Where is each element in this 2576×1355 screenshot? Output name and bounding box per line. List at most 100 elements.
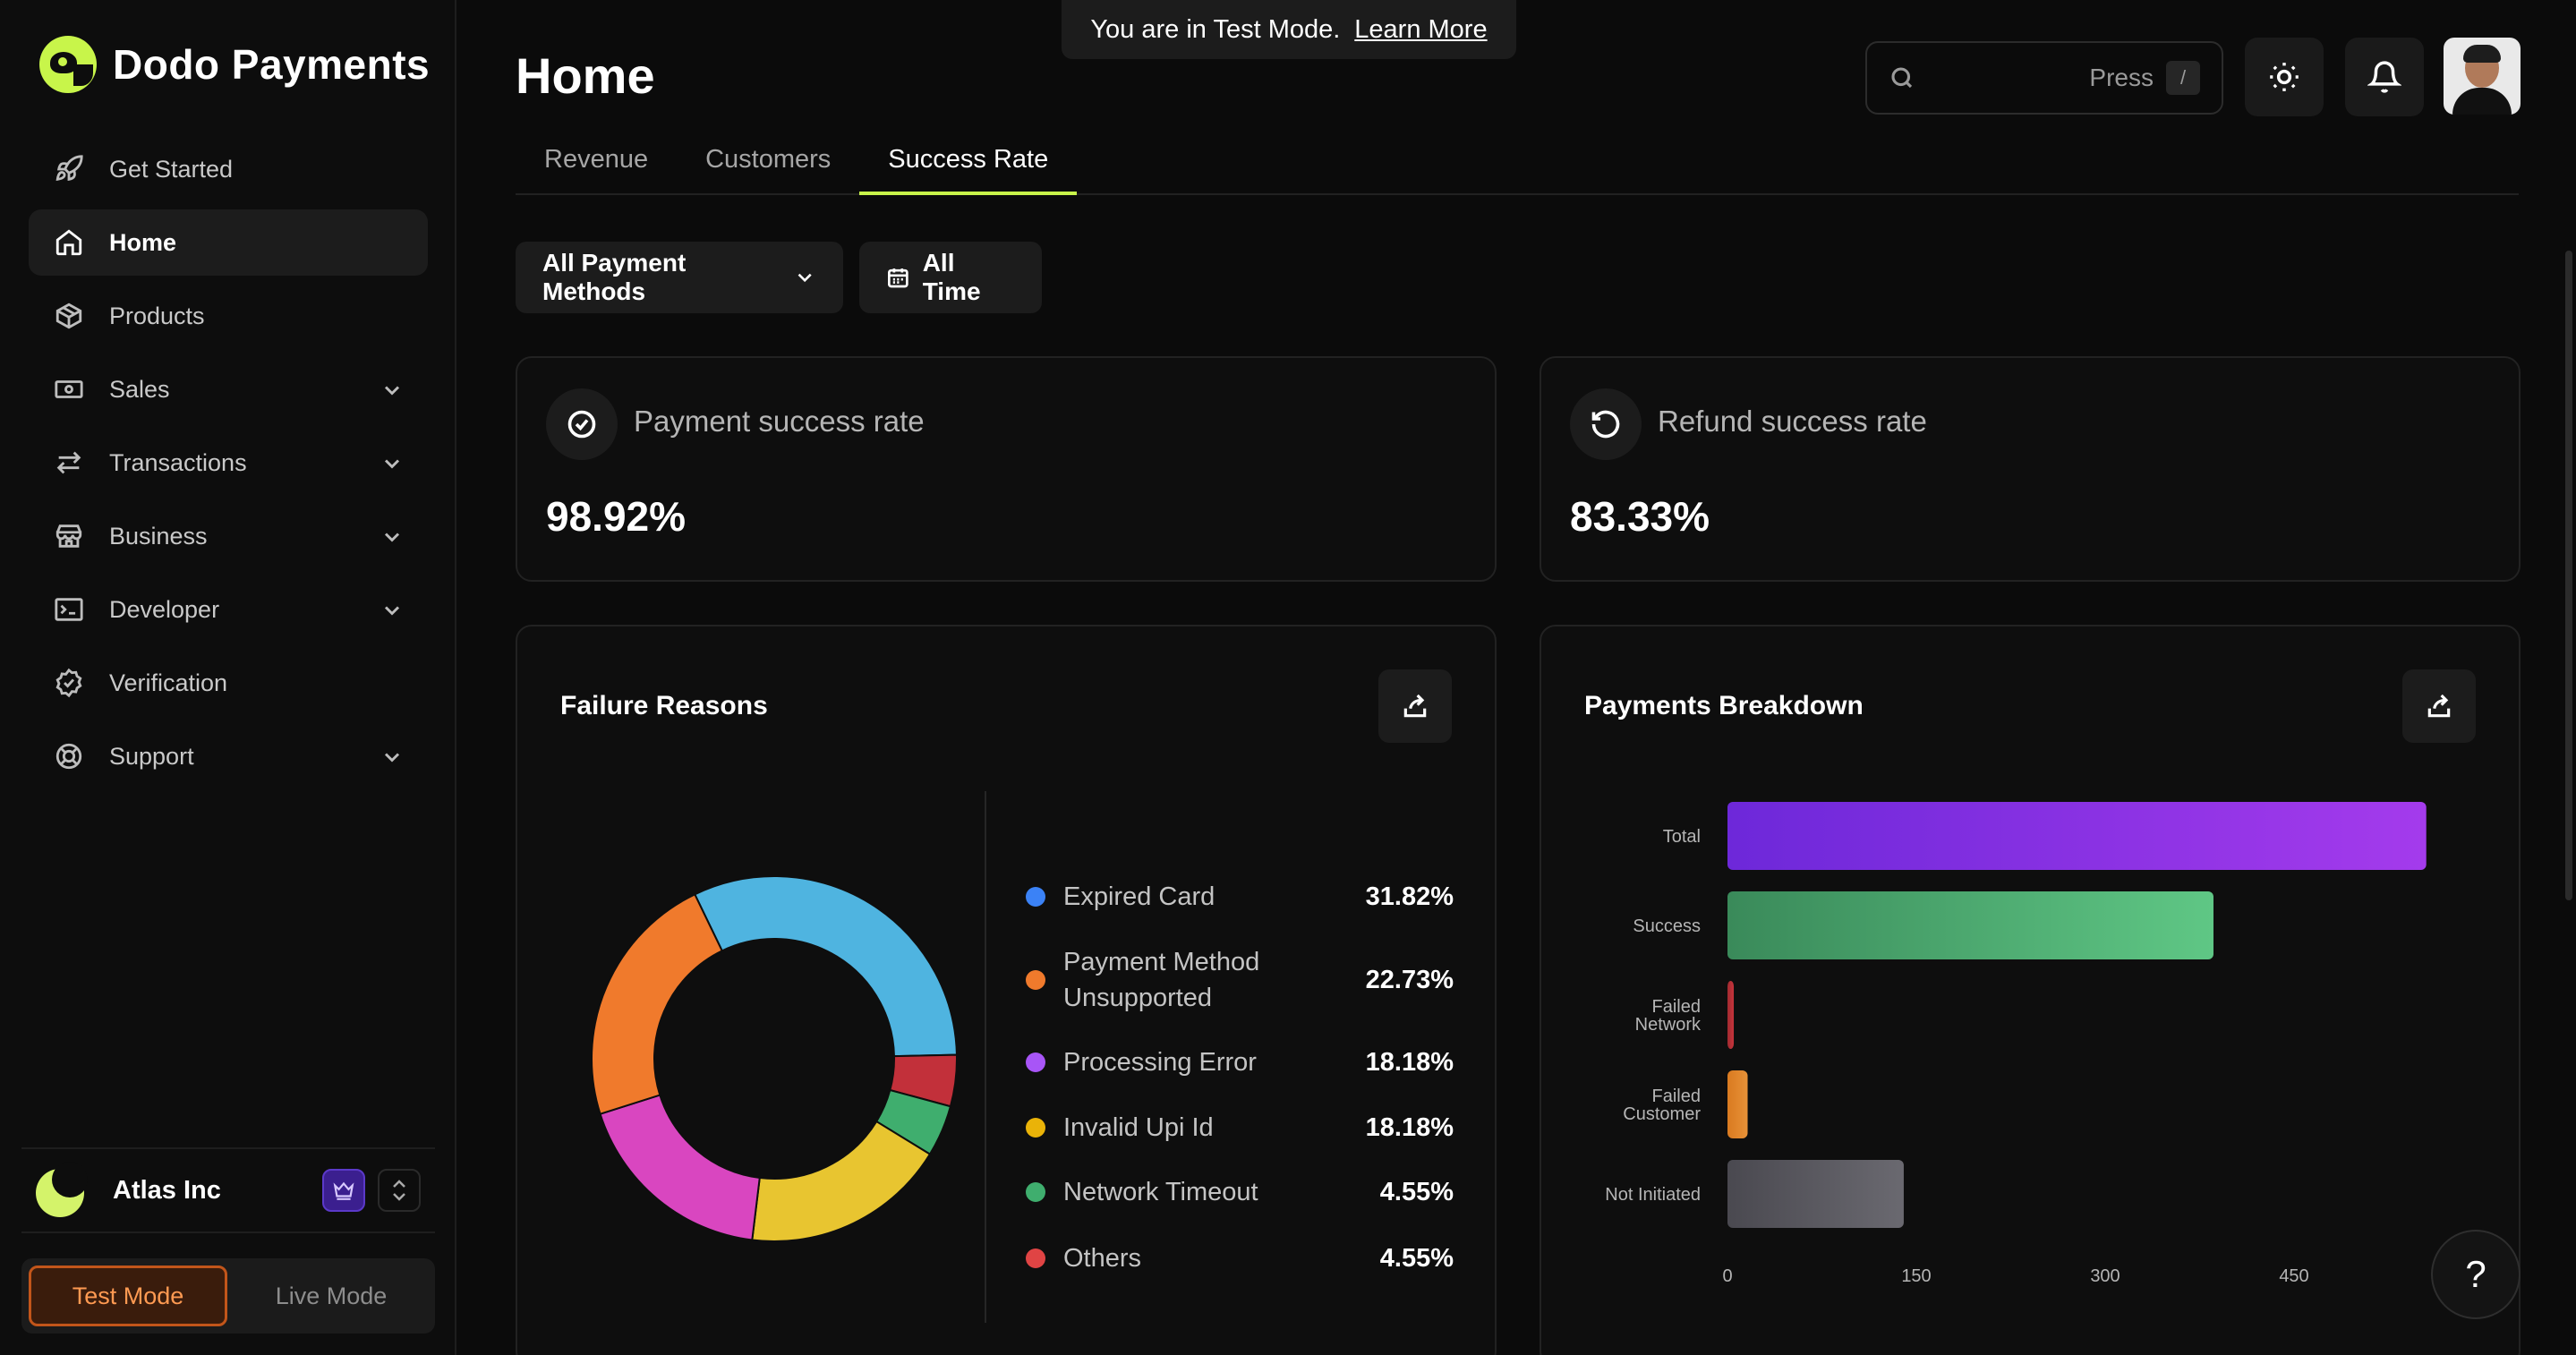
sidebar-item-products[interactable]: Products [29,283,428,349]
chevron-down-icon[interactable] [380,598,405,629]
date-range-label: All Time [922,249,981,305]
bar-total[interactable] [1727,802,2427,870]
donut-slice-processing-error[interactable] [599,1094,761,1241]
legend-item: Invalid Upi Id 18.18% [1026,1095,1454,1160]
chevron-down-icon[interactable] [380,451,405,482]
sidebar-item-developer[interactable]: Developer [29,576,428,643]
sidebar-item-label: Developer [109,595,220,623]
x-tick-label: 0 [1722,1266,1732,1286]
help-button[interactable]: ? [2431,1230,2521,1319]
stat-value: 83.33% [1570,493,1710,540]
sidebar-item-label: Get Started [109,155,234,183]
arrows-icon [52,446,86,480]
donut-slice-invalid-upi-id[interactable] [751,1120,932,1242]
bar-success[interactable] [1727,891,2213,959]
payment-methods-dropdown[interactable]: All Payment Methods [516,242,843,313]
card-title: Payments Breakdown [1584,691,1864,720]
stat-label: Refund success rate [1658,405,1927,438]
legend-divider [985,791,986,1323]
donut-slice-expired-card[interactable] [693,875,958,1058]
legend-value: 31.82% [1365,882,1454,911]
sidebar: Dodo Payments Get Started Home Products … [0,0,456,1355]
mode-switch: Test Mode Live Mode [21,1258,435,1334]
sidebar-item-get-started[interactable]: Get Started [29,136,428,202]
share-button[interactable] [1378,669,1452,743]
y-tick-label: Failed [1652,997,1701,1017]
refund-success-card: Refund success rate 83.33% [1540,356,2521,582]
legend-label: Invalid Upi Id [1063,1113,1214,1142]
date-range-button[interactable]: All Time [859,242,1042,313]
chevron-down-icon[interactable] [380,745,405,776]
page-title: Home [516,47,655,104]
chevron-down-icon[interactable] [380,524,405,556]
sidebar-item-transactions[interactable]: Transactions [29,430,428,496]
legend-dot [1026,1052,1045,1072]
learn-more-link[interactable]: Learn More [1354,14,1488,44]
chevron-down-icon [798,273,812,283]
y-tick-label: Customer [1623,1104,1701,1124]
chevrons-up-down-icon [393,1180,405,1201]
legend-value: 4.55% [1379,1243,1454,1273]
tab-customers[interactable]: Customers [705,145,832,174]
badge-check-icon [52,666,86,700]
sidebar-item-verification[interactable]: Verification [29,650,428,716]
search-icon [1891,67,1913,89]
legend-label: Processing Error [1063,1048,1257,1077]
home-icon [52,226,86,260]
donut-slice-payment-method-unsupported[interactable] [591,892,724,1115]
sidebar-item-sales[interactable]: Sales [29,356,428,422]
sidebar-item-home[interactable]: Home [29,209,428,276]
banknote-icon [52,372,86,406]
sidebar-item-label: Sales [109,375,170,403]
live-mode-button[interactable]: Live Mode [275,1282,388,1309]
crown-icon [333,1181,354,1200]
failure-legend: Expired Card 31.82% Payment Method Unsuppo… [1026,863,1454,1292]
scrollbar[interactable] [2565,251,2572,900]
legend-label: Payment Method Unsupported [1063,948,1260,1012]
sidebar-item-label: Products [109,302,205,329]
bell-icon [2367,61,2401,93]
share-button[interactable] [2402,669,2476,743]
refresh-icon [1570,388,1642,460]
legend-item: Payment Method Unsupported 22.73% [1026,931,1454,1029]
search-shortcut-key: / [2166,61,2200,95]
search-box[interactable]: Press / [1865,41,2223,115]
y-tick-label: Not Initiated [1605,1185,1701,1205]
chevron-down-icon[interactable] [380,378,405,409]
bar-failed-customer[interactable] [1727,1070,1748,1138]
notifications-button[interactable] [2345,38,2424,116]
brand[interactable]: Dodo Payments [39,36,430,93]
stat-label: Payment success rate [634,405,925,438]
legend-item: Network Timeout 4.55% [1026,1160,1454,1224]
org-switch-button[interactable] [378,1169,421,1212]
box-icon [52,299,86,333]
legend-value: 18.18% [1365,1047,1454,1077]
y-tick-label: Failed [1652,1087,1701,1106]
sidebar-item-business[interactable]: Business [29,503,428,569]
check-circle-icon [546,388,618,460]
bar-not-initiated[interactable] [1727,1160,1904,1228]
sidebar-item-support[interactable]: Support [29,723,428,789]
bar-failed-network[interactable] [1727,981,1735,1049]
payment-success-card: Payment success rate 98.92% [516,356,1497,582]
rocket-icon [52,152,86,186]
tab-success-rate[interactable]: Success Rate [859,132,1078,195]
sidebar-item-label: Home [109,228,177,256]
dodo-logo-icon [39,36,97,93]
org-name: Atlas Inc [113,1175,221,1205]
sidebar-item-label: Support [109,742,194,770]
theme-toggle-button[interactable] [2245,38,2324,116]
search-hint: Press [2089,64,2154,91]
calendar-icon [888,268,908,288]
crown-button[interactable] [322,1169,365,1212]
sidebar-nav: Get Started Home Products Sales Transact… [29,136,428,797]
legend-item: Expired Card 31.82% [1026,863,1454,931]
tab-revenue[interactable]: Revenue [544,145,649,174]
legend-value: 18.18% [1365,1112,1454,1142]
avatar[interactable] [2444,38,2521,115]
sidebar-item-label: Verification [109,669,228,696]
test-mode-button[interactable]: Test Mode [29,1266,227,1326]
brand-name: Dodo Payments [113,41,431,88]
org-switcher[interactable]: Atlas Inc [21,1147,435,1233]
legend-label: Expired Card [1063,882,1215,911]
